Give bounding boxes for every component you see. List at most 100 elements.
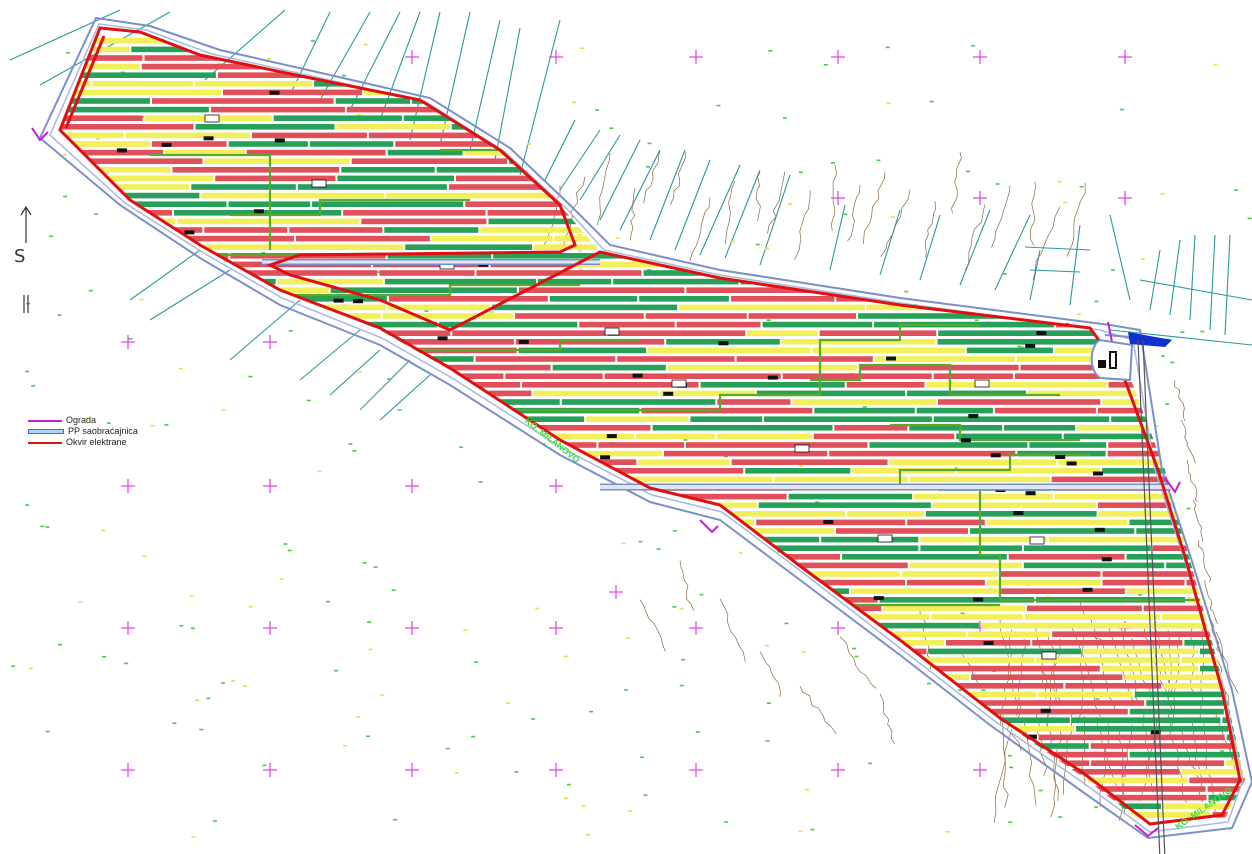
pv-row (957, 468, 1101, 474)
inverter-block (80, 643, 91, 648)
pv-row (731, 459, 888, 465)
inverter-block (1082, 587, 1093, 592)
pv-row (809, 106, 885, 113)
pv-row (1198, 425, 1245, 431)
survey-point (1213, 63, 1218, 66)
pv-row (637, 536, 820, 543)
inverter-block (639, 90, 649, 95)
transformer-tag (1029, 536, 1045, 545)
survey-point (221, 409, 226, 411)
pv-row (460, 536, 636, 543)
contour-line (863, 171, 886, 245)
pv-row (891, 46, 1000, 53)
pv-row (448, 184, 628, 190)
pv-row (519, 683, 673, 689)
plant-boundary (64, 35, 106, 129)
pv-row (346, 106, 479, 113)
pv-row (580, 622, 705, 629)
pv-row (598, 442, 684, 448)
pv-row (60, 648, 117, 655)
survey-point (242, 685, 247, 687)
pv-row (60, 124, 194, 130)
pv-row (212, 356, 316, 362)
pv-row (578, 450, 662, 457)
pv-row (1016, 201, 1156, 207)
survey-point (640, 756, 645, 759)
pv-row (839, 158, 961, 164)
survey-point (531, 718, 536, 720)
contour-line (1192, 499, 1204, 542)
pv-row (976, 751, 1128, 758)
pv-row (504, 614, 676, 620)
contour-line (767, 171, 786, 234)
survey-point (766, 319, 771, 321)
pv-row (60, 743, 212, 749)
pv-row (60, 244, 136, 250)
pv-row (151, 141, 227, 147)
survey-point (45, 526, 50, 528)
inverter-block (251, 586, 262, 590)
survey-point (362, 562, 367, 564)
parcel-line (1169, 239, 1181, 316)
survey-point (212, 820, 217, 822)
survey-point (1165, 403, 1170, 405)
pv-row (60, 149, 163, 156)
pv-row (1019, 218, 1176, 225)
pv-row (223, 683, 407, 689)
pv-row (256, 450, 362, 457)
pv-row (256, 511, 337, 517)
parcel-line (879, 209, 901, 276)
pv-row (1043, 786, 1206, 792)
pv-row (534, 244, 639, 250)
inverter-block (92, 521, 103, 526)
pv-row (561, 399, 716, 405)
survey-point (1008, 821, 1013, 823)
pv-row (285, 708, 378, 715)
contour-line (1032, 206, 1061, 280)
pv-row (386, 562, 523, 569)
pv-row (60, 674, 136, 680)
pv-row (222, 717, 332, 723)
pv-row (489, 132, 578, 139)
survey-point (716, 104, 721, 107)
survey-point (563, 655, 568, 658)
survey-point (647, 269, 652, 271)
pv-row (1143, 605, 1245, 612)
pv-row (850, 38, 1032, 44)
inverter-block (983, 641, 994, 645)
survey-point (380, 694, 385, 696)
pv-row (167, 545, 318, 551)
pv-row (717, 399, 791, 405)
pv-row (346, 777, 445, 784)
survey-point (150, 424, 155, 427)
pv-row (436, 167, 567, 173)
pv-row (60, 38, 214, 44)
inverter-block (133, 492, 144, 497)
pv-row (1134, 184, 1224, 190)
pv-row (591, 201, 768, 207)
survey-point (823, 64, 828, 66)
pv-row (525, 571, 704, 577)
contour-line (679, 560, 695, 611)
survey-point (1161, 355, 1166, 357)
pv-row (813, 433, 955, 440)
pv-row (966, 347, 1053, 354)
survey-point (189, 595, 194, 597)
pv-row (1106, 313, 1179, 319)
survey-point (220, 682, 225, 684)
pv-row (624, 55, 717, 61)
inverter-block (253, 209, 264, 214)
pv-row (383, 622, 463, 629)
pv-row (1098, 511, 1215, 517)
pv-row (1023, 562, 1165, 569)
parcel-line (299, 329, 361, 381)
survey-point (1200, 330, 1205, 333)
pv-row (797, 700, 960, 706)
pv-row (60, 201, 227, 207)
parcel-line (494, 27, 521, 161)
pv-row (60, 734, 171, 741)
legend-label: PP saobraćajnica (68, 426, 138, 436)
pv-row (141, 63, 268, 70)
inverter-block (636, 209, 647, 213)
pv-row (613, 278, 739, 285)
